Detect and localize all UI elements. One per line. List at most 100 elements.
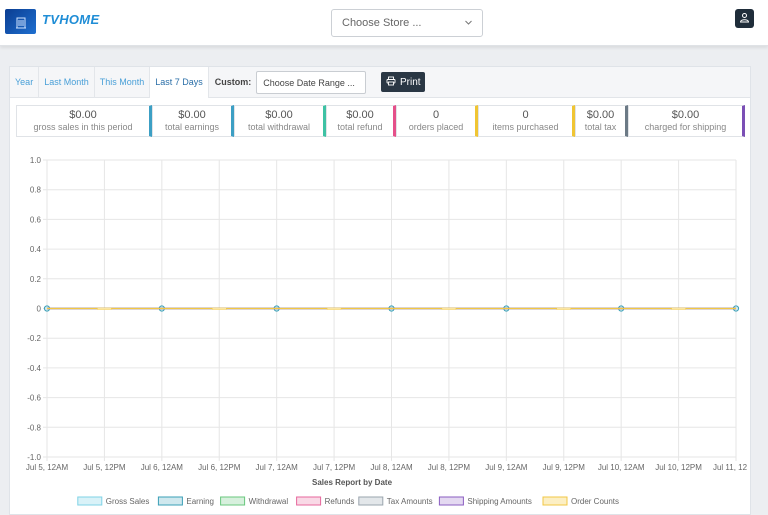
x-axis-title: Sales Report by Date	[312, 478, 393, 487]
x-tick-label: Jul 9, 12AM	[485, 463, 528, 472]
date-range-input[interactable]: Choose Date Range ...	[256, 70, 367, 94]
user-menu-button[interactable]	[735, 9, 754, 28]
sales-report-panel: Year Last Month This Month Last 7 Days C…	[9, 66, 751, 515]
legend-item[interactable]: Withdrawal	[220, 496, 289, 506]
order-count-bar	[326, 307, 342, 310]
stat-items-purchased: 0 items purchased	[478, 105, 575, 137]
x-tick-label: Jul 7, 12PM	[313, 463, 356, 472]
store-select-placeholder: Choose Store ...	[342, 17, 422, 29]
x-tick-label: Jul 10, 12PM	[655, 463, 702, 472]
legend-item[interactable]: Earning	[157, 496, 214, 506]
stat-label: total refund	[337, 122, 383, 132]
y-tick-label: 0.2	[30, 275, 42, 284]
stat-orders-placed: 0 orders placed	[396, 105, 478, 137]
store-select[interactable]: Choose Store ...	[331, 9, 483, 37]
stat-total-earnings: $0.00 total earnings	[152, 105, 234, 137]
stat-value: $0.00	[69, 109, 97, 121]
user-icon	[739, 10, 750, 28]
chevron-down-icon	[464, 18, 473, 30]
stat-label: total withdrawal	[247, 122, 311, 132]
legend-label: Gross Sales	[106, 497, 150, 506]
x-axis: Jul 5, 12AM Jul 5, 12PM Jul 6, 12AM Jul 6, …	[26, 463, 747, 472]
legend-label: Earning	[186, 497, 214, 506]
y-tick-label: -1.0	[27, 453, 41, 462]
x-tick-label: Jul 5, 12PM	[83, 463, 126, 472]
legend-label: Refunds	[325, 497, 355, 506]
stat-value: $0.00	[178, 109, 206, 121]
x-tick-label: Jul 11, 12AM	[713, 463, 747, 472]
y-tick-label: 1.0	[30, 156, 42, 165]
stat-label: items purchased	[492, 122, 559, 132]
stat-value: $0.00	[671, 109, 700, 121]
stat-value: 0	[432, 109, 440, 121]
y-tick-label: 0	[37, 305, 42, 314]
legend-label: Order Counts	[571, 497, 619, 506]
stat-charged-for-shipping: $0.00 charged for shipping	[628, 105, 745, 137]
legend-swatch	[296, 496, 322, 506]
x-tick-label: Jul 8, 12PM	[428, 463, 471, 472]
order-count-bar	[556, 307, 571, 310]
legend-label: Tax Amounts	[387, 497, 433, 506]
x-tick-label: Jul 8, 12AM	[370, 463, 413, 472]
stat-total-refund: $0.00 total refund	[326, 105, 396, 137]
y-tick-label: 0.6	[30, 215, 42, 224]
y-tick-label: 0.8	[30, 186, 42, 195]
tab-this-month[interactable]: This Month	[95, 66, 151, 98]
stat-total-withdrawal: $0.00 total withdrawal	[234, 105, 326, 137]
x-tick-label: Jul 10, 12AM	[598, 463, 645, 472]
report-filter-bar: Year Last Month This Month Last 7 Days C…	[10, 66, 750, 98]
y-tick-label: -0.8	[27, 423, 41, 432]
y-axis: 1.0 0.8 0.6 0.4 0.2 0 -0.2 -0.4 -0.6 -0.8 -1.0	[27, 156, 41, 462]
legend-swatch	[542, 496, 568, 506]
legend-item[interactable]: Order Counts	[542, 496, 619, 506]
print-label: Print	[400, 76, 421, 88]
legend-swatch	[157, 496, 183, 506]
printer-icon	[386, 76, 396, 89]
legend-item[interactable]: Gross Sales	[77, 496, 150, 506]
chart-legend: Gross Sales Earning Withdrawal Refunds Tax A…	[77, 496, 619, 506]
chart-series	[43, 305, 740, 312]
x-tick-label: Jul 5, 12AM	[26, 463, 69, 472]
stat-total-tax: $0.00 total tax	[575, 105, 628, 137]
order-count-bar	[671, 307, 686, 310]
x-tick-label: Jul 6, 12AM	[141, 463, 184, 472]
stat-gross-sales: $0.00 gross sales in this period	[16, 105, 152, 137]
legend-item[interactable]: Shipping Amounts	[438, 496, 532, 506]
stat-value: $0.00	[586, 109, 615, 121]
stat-value: $0.00	[265, 109, 293, 121]
stat-label: charged for shipping	[644, 122, 727, 132]
order-count-bar	[441, 307, 457, 310]
stat-value: 0	[522, 109, 529, 121]
order-count-bar	[97, 307, 112, 310]
legend-swatch	[438, 496, 464, 506]
custom-range-label: Custom:	[214, 77, 252, 87]
y-tick-label: 0.4	[30, 245, 42, 254]
stat-label: total tax	[584, 122, 617, 132]
stat-label: orders placed	[408, 122, 464, 132]
stat-value: $0.00	[346, 109, 374, 121]
top-bar: TVHOME Choose Store ...	[0, 0, 768, 46]
brand-name[interactable]: TVHOME	[42, 12, 100, 27]
x-tick-label: Jul 9, 12PM	[543, 463, 586, 472]
order-count-bar	[212, 307, 227, 310]
x-tick-label: Jul 7, 12AM	[256, 463, 299, 472]
print-button[interactable]: Print	[381, 72, 426, 92]
x-tick-label: Jul 6, 12PM	[198, 463, 241, 472]
building-logo-icon[interactable]	[5, 9, 36, 34]
y-tick-label: -0.4	[27, 364, 41, 373]
stat-label: total earnings	[164, 122, 220, 132]
stat-label: gross sales in this period	[33, 122, 133, 132]
legend-label: Shipping Amounts	[467, 497, 532, 506]
tab-year[interactable]: Year	[10, 66, 40, 98]
legend-swatch	[358, 496, 384, 506]
legend-swatch	[77, 496, 103, 506]
y-tick-label: -0.2	[27, 334, 41, 343]
tab-last-7-days[interactable]: Last 7 Days	[150, 66, 209, 98]
sales-report-chart: 1.0 0.8 0.6 0.4 0.2 0 -0.2 -0.4 -0.6 -0.8 -1.0 Jul…	[26, 156, 747, 506]
tab-last-month[interactable]: Last Month	[39, 66, 95, 98]
legend-item[interactable]: Refunds	[296, 496, 355, 506]
legend-label: Withdrawal	[249, 497, 289, 506]
stats-summary: $0.00 gross sales in this period $0.00 t…	[16, 105, 745, 137]
legend-item[interactable]: Tax Amounts	[358, 496, 433, 506]
y-tick-label: -0.6	[27, 394, 41, 403]
